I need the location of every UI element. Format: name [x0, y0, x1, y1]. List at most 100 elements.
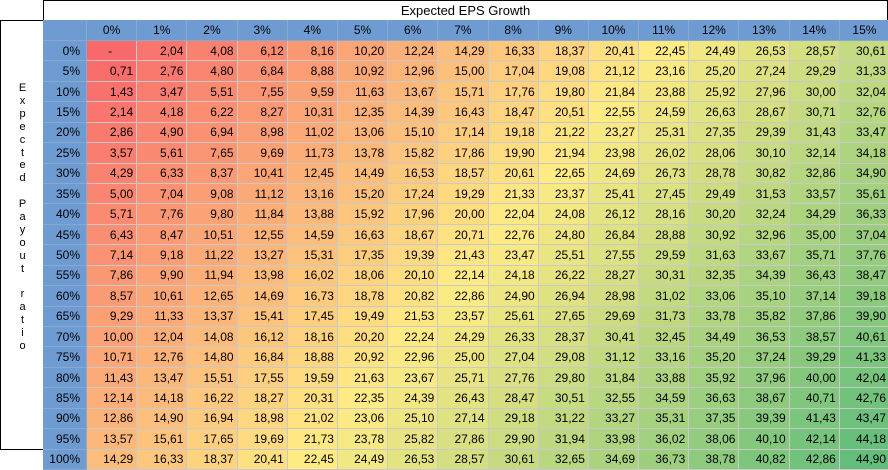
heatmap-cell: 19,59	[287, 367, 338, 389]
heatmap-cell: 12,65	[187, 286, 238, 307]
heatmap-cell: 35,92	[689, 367, 740, 389]
heatmap-cell: 25,00	[438, 347, 489, 368]
heatmap-cell: 16,53	[388, 163, 439, 184]
heatmap-cell: 42,86	[789, 449, 840, 470]
heatmap-cell: 1,43	[87, 81, 138, 103]
heatmap-cell: 17,96	[388, 204, 439, 225]
heatmap-cell: 26,94	[538, 286, 589, 307]
row-axis-label-char: y	[19, 223, 26, 236]
heatmap-cell: 16,33	[137, 449, 188, 470]
heatmap-cell: 27,76	[488, 367, 539, 389]
heatmap-cell: 30,20	[689, 204, 740, 225]
heatmap-cell: 29,08	[538, 347, 589, 368]
row-header: 60%	[43, 286, 87, 307]
heatmap-cell: 16,43	[438, 102, 489, 123]
heatmap-cell: 14,29	[438, 41, 489, 62]
heatmap-cell: 10,20	[337, 41, 389, 62]
heatmap-cell: 2,86	[87, 122, 138, 144]
heatmap-cell: 29,39	[739, 122, 790, 144]
heatmap-cell: 7,86	[87, 265, 138, 287]
heatmap-cell: 28,47	[488, 388, 539, 409]
heatmap-cell: 15,00	[438, 61, 489, 82]
row-header: 80%	[43, 367, 87, 389]
heatmap-cell: 26,02	[639, 143, 690, 164]
heatmap-cell: 37,76	[839, 245, 888, 266]
heatmap-cell: 22,35	[337, 388, 389, 409]
heatmap-cell: 32,86	[789, 163, 840, 184]
heatmap-cell: 32,96	[739, 224, 790, 246]
heatmap-cell: 32,45	[639, 327, 690, 348]
heatmap-cell: 8,57	[87, 286, 138, 307]
heatmap-cell: 15,10	[388, 122, 439, 144]
heatmap-cell: 24,90	[488, 286, 539, 307]
heatmap-cell: 35,61	[839, 184, 888, 205]
heatmap-cell: 29,49	[689, 184, 740, 205]
header-corner-cell	[43, 20, 87, 41]
heatmap-cell: 17,55	[237, 367, 288, 389]
heatmap-cell: 34,49	[689, 327, 740, 348]
heatmap-cell: 10,71	[87, 347, 138, 368]
heatmap-cell: 36,02	[639, 429, 690, 450]
heatmap-cell: 28,16	[639, 204, 690, 225]
heatmap-cell: 14,08	[187, 327, 238, 348]
row-header: 10%	[43, 81, 87, 103]
heatmap-cell: 23,78	[337, 429, 389, 450]
heatmap-cell: 23,98	[588, 143, 640, 164]
heatmap-cell: 25,10	[388, 408, 439, 430]
heatmap-cell: 20,10	[388, 265, 439, 287]
heatmap-cell: 27,35	[689, 122, 740, 144]
heatmap-cell: 4,18	[137, 102, 188, 123]
column-header: 3%	[237, 20, 288, 41]
heatmap-cell: 25,71	[438, 367, 489, 389]
heatmap-cell: 8,37	[187, 163, 238, 184]
heatmap-cell: 11,43	[87, 367, 138, 389]
heatmap-cell: 13,06	[337, 122, 389, 144]
heatmap-cell: 18,78	[337, 286, 389, 307]
row-header: 70%	[43, 327, 87, 348]
heatmap-cell: 29,80	[538, 367, 589, 389]
heatmap-cell: 21,02	[287, 408, 338, 430]
heatmap-cell: 38,47	[839, 265, 888, 287]
heatmap-cell: 20,51	[538, 102, 589, 123]
heatmap-cell: 28,57	[438, 449, 489, 470]
heatmap-cell: 34,29	[789, 204, 840, 225]
heatmap-cell: 21,12	[588, 61, 640, 82]
heatmap-cell: 28,27	[588, 265, 640, 287]
heatmap-cell: 35,00	[789, 224, 840, 246]
heatmap-cell: 17,86	[438, 143, 489, 164]
heatmap-cell: 33,16	[639, 347, 690, 368]
heatmap-cell: 15,61	[137, 429, 188, 450]
heatmap-cell: 24,59	[639, 102, 690, 123]
heatmap-cell: 27,65	[538, 306, 589, 327]
heatmap-cell: 17,04	[488, 61, 539, 82]
heatmap-cell: 19,29	[438, 184, 489, 205]
heatmap-cell: 26,33	[488, 327, 539, 348]
heatmap-cell: 22,55	[588, 102, 640, 123]
heatmap-cell: 9,69	[237, 143, 288, 164]
column-header: 14%	[789, 20, 840, 41]
row-header: 35%	[43, 184, 87, 205]
heatmap-cell: 2,76	[137, 61, 188, 82]
heatmap-cell: 18,88	[287, 347, 338, 368]
row-axis-label-char: a	[19, 211, 26, 223]
heatmap-cell: 33,78	[689, 306, 740, 327]
heatmap-cell: 17,76	[488, 81, 539, 103]
heatmap-cell: 37,96	[739, 367, 790, 389]
heatmap-cell: 9,18	[137, 245, 188, 266]
heatmap-cell: 33,06	[689, 286, 740, 307]
heatmap-cell: 30,41	[588, 327, 640, 348]
heatmap-cell: 13,78	[337, 143, 389, 164]
heatmap-cell: 27,55	[588, 245, 640, 266]
heatmap-cell: 10,41	[237, 163, 288, 184]
heatmap-cell: 18,67	[388, 224, 439, 246]
heatmap-cell: 34,39	[739, 265, 790, 287]
heatmap-cell: 39,90	[839, 306, 888, 327]
heatmap-cell: 19,90	[488, 143, 539, 164]
heatmap-cell: 9,59	[287, 81, 338, 103]
heatmap-cell: 25,31	[639, 122, 690, 144]
row-header: 15%	[43, 102, 87, 123]
heatmap-cell: 15,71	[438, 81, 489, 103]
heatmap-cell: 11,33	[137, 306, 188, 327]
